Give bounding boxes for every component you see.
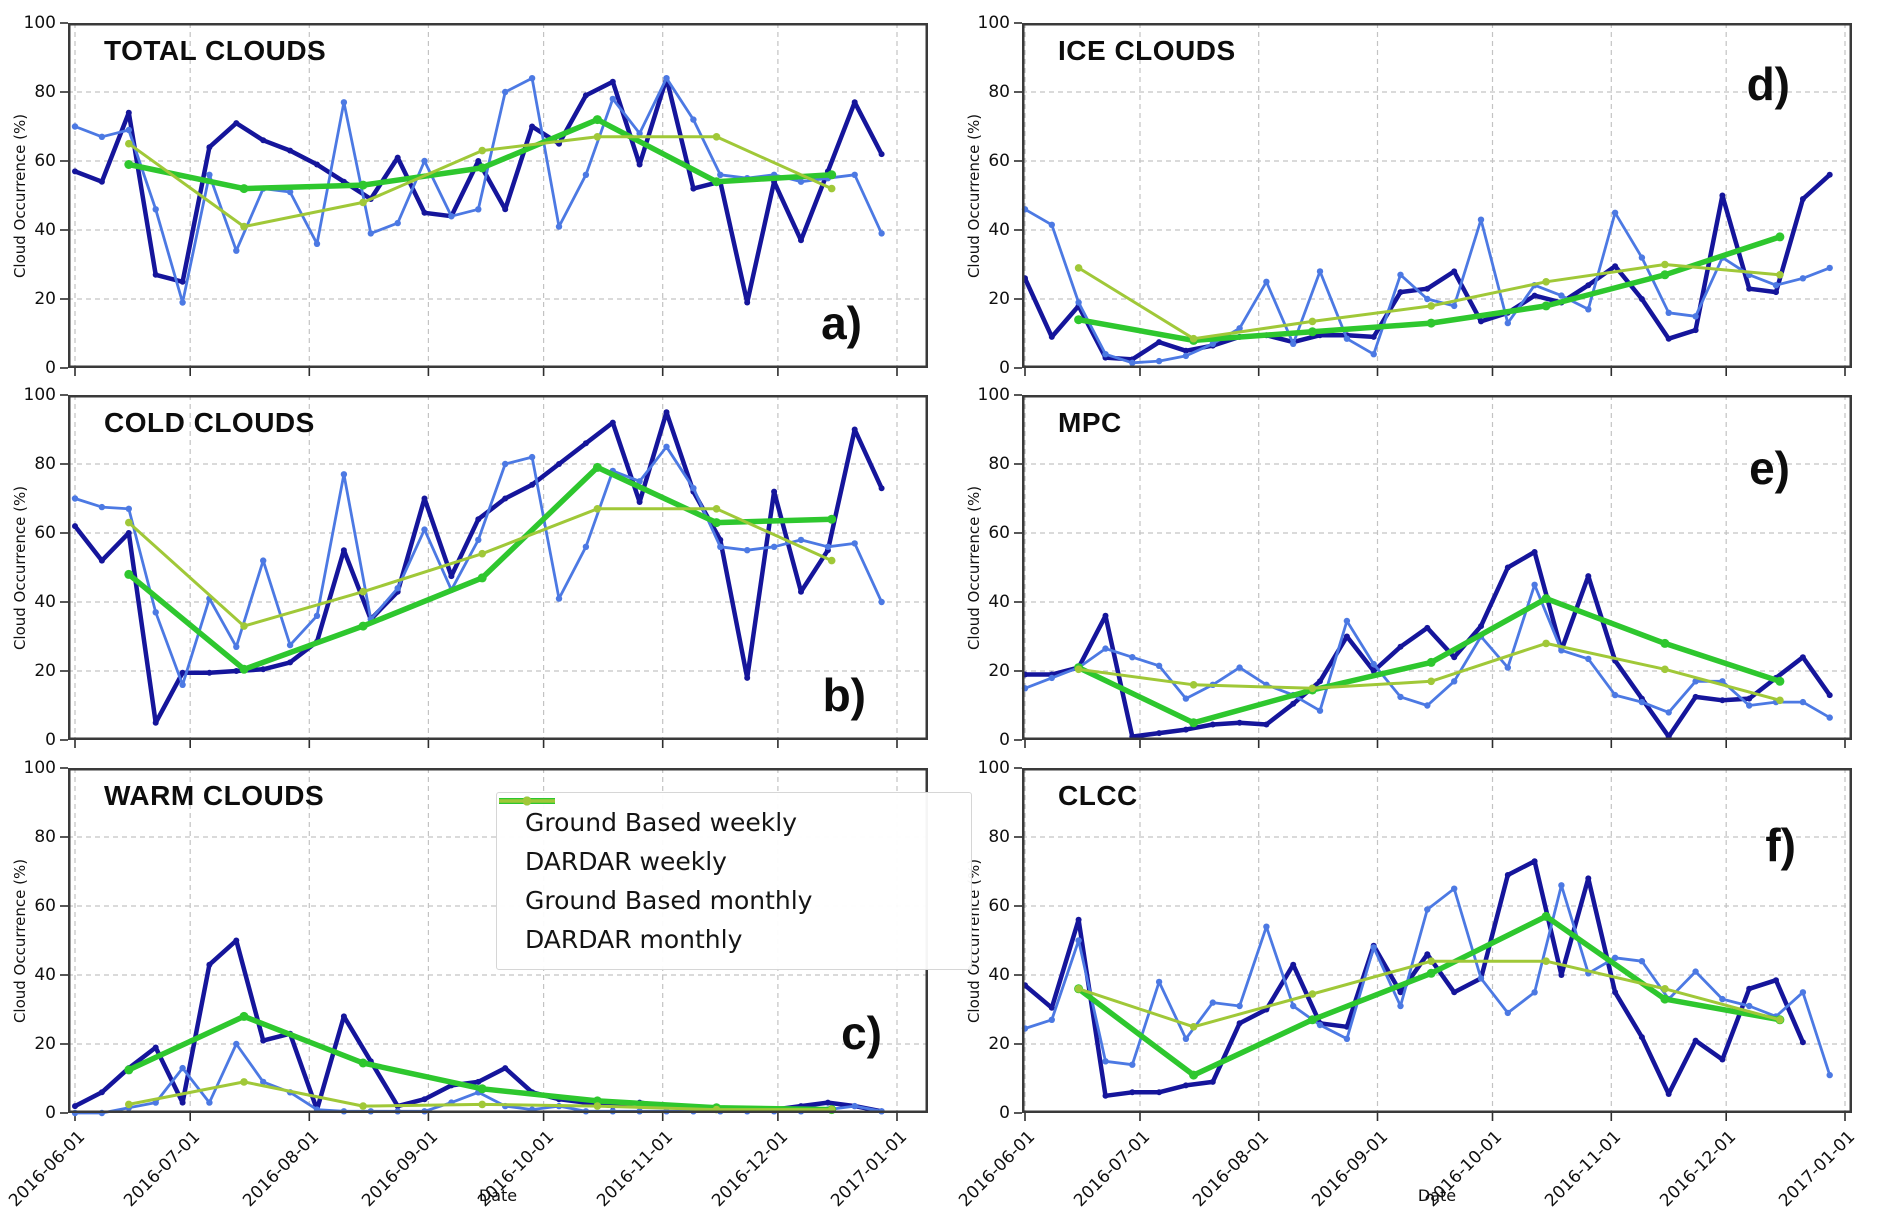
y-tick-label: 100 <box>977 758 1010 778</box>
y-tick-label: 40 <box>34 592 56 612</box>
y-tick-label: 100 <box>23 758 56 778</box>
y-tick-label: 0 <box>45 358 56 378</box>
legend-label: DARDAR monthly <box>525 925 743 954</box>
y-tick-label: 40 <box>988 220 1010 240</box>
x-tick-label: 2016-07-01 <box>120 1127 205 1212</box>
x-tick-label: 2016-09-01 <box>1307 1127 1392 1212</box>
x-tick-label: 2016-08-01 <box>239 1127 324 1212</box>
plot-area-total-clouds <box>60 22 928 376</box>
x-tick-label: 2016-07-01 <box>1070 1127 1155 1212</box>
panel-c: WARM CLOUDS c) Ground Based weekly DARDA… <box>60 767 972 1121</box>
y-tick-label: 20 <box>34 661 56 681</box>
legend-label: Ground Based monthly <box>525 886 813 915</box>
legend: Ground Based weekly DARDAR weekly Ground… <box>496 792 972 970</box>
x-axis-label: Date <box>1417 1186 1457 1205</box>
y-tick-label: 100 <box>977 385 1010 405</box>
panel-title: ICE CLOUDS <box>1058 35 1236 66</box>
x-tick-label: 2016-11-01 <box>592 1127 677 1212</box>
plot-area-clcc <box>1014 767 1852 1121</box>
y-tick-label: 60 <box>34 523 56 543</box>
y-tick-label: 100 <box>23 13 56 33</box>
y-axis-label: Cloud Occurrence (%) <box>11 858 29 1023</box>
panel-title: CLCC <box>1058 780 1138 811</box>
y-tick-label: 100 <box>977 13 1010 33</box>
y-tick-label: 0 <box>999 730 1010 750</box>
y-tick-label: 80 <box>988 827 1010 847</box>
y-tick-label: 40 <box>34 220 56 240</box>
panel-b: COLD CLOUDS b) <box>60 394 928 748</box>
panel-letter: c) <box>841 1007 882 1059</box>
panel-a: TOTAL CLOUDS a) <box>60 22 928 376</box>
y-tick-label: 60 <box>988 523 1010 543</box>
y-axis-label: Cloud Occurrence (%) <box>965 485 983 650</box>
y-tick-label: 40 <box>34 965 56 985</box>
y-tick-label: 60 <box>34 896 56 916</box>
y-tick-label: 80 <box>34 454 56 474</box>
y-tick-label: 40 <box>988 592 1010 612</box>
panel-title: COLD CLOUDS <box>104 407 315 438</box>
x-tick-label: 2016-12-01 <box>708 1127 793 1212</box>
plot-area-warm-clouds <box>60 767 928 1121</box>
x-tick-label: 2016-09-01 <box>358 1127 443 1212</box>
panel-title: TOTAL CLOUDS <box>104 35 327 66</box>
y-tick-label: 20 <box>34 1034 56 1054</box>
y-tick-label: 80 <box>988 454 1010 474</box>
legend-label: DARDAR weekly <box>525 847 727 876</box>
panel-title: WARM CLOUDS <box>104 780 325 811</box>
x-tick-label: 2016-06-01 <box>5 1127 90 1212</box>
y-tick-label: 100 <box>23 385 56 405</box>
y-tick-label: 20 <box>34 289 56 309</box>
y-tick-label: 80 <box>988 82 1010 102</box>
x-tick-label: 2016-06-01 <box>955 1127 1040 1212</box>
legend-row: Ground Based monthly <box>499 796 959 920</box>
y-tick-label: 60 <box>988 151 1010 171</box>
y-tick-label: 20 <box>988 661 1010 681</box>
plot-area-cold-clouds <box>60 394 928 748</box>
legend-row: Ground Based weekly <box>499 797 959 842</box>
panel-e: MPC e) <box>1014 394 1852 748</box>
panel-d: ICE CLOUDS d) <box>1014 22 1852 376</box>
x-tick-label: 2017-01-01 <box>1775 1127 1860 1212</box>
panel-letter: a) <box>821 297 862 349</box>
panel-letter: d) <box>1746 58 1790 110</box>
y-tick-label: 60 <box>988 896 1010 916</box>
panel-title: MPC <box>1058 407 1122 438</box>
y-tick-label: 0 <box>999 1103 1010 1123</box>
legend-row: DARDAR monthly <box>499 796 959 959</box>
y-tick-label: 0 <box>45 1103 56 1123</box>
plot-area-ice-clouds <box>1014 22 1852 376</box>
x-axis-label: Date <box>478 1186 518 1205</box>
x-tick-label: 2017-01-01 <box>827 1127 912 1212</box>
y-axis-label: Cloud Occurrence (%) <box>11 113 29 278</box>
x-tick-label: 2016-12-01 <box>1656 1127 1741 1212</box>
y-axis-label: Cloud Occurrence (%) <box>11 485 29 650</box>
x-tick-label: 2016-08-01 <box>1188 1127 1273 1212</box>
y-axis-label: Cloud Occurrence (%) <box>965 113 983 278</box>
panel-letter: b) <box>822 669 866 721</box>
y-tick-label: 0 <box>45 730 56 750</box>
y-tick-label: 80 <box>34 82 56 102</box>
y-tick-label: 20 <box>988 1034 1010 1054</box>
y-tick-label: 0 <box>999 358 1010 378</box>
legend-swatch-dardar-monthly <box>499 796 555 806</box>
panel-letter: f) <box>1765 819 1796 871</box>
y-tick-label: 80 <box>34 827 56 847</box>
y-tick-label: 40 <box>988 965 1010 985</box>
x-tick-label: 2016-11-01 <box>1541 1127 1626 1212</box>
plot-area-mpc <box>1014 394 1852 748</box>
panel-f: CLCC f) <box>1014 767 1852 1121</box>
legend-row: DARDAR weekly <box>499 796 959 881</box>
legend-label: Ground Based weekly <box>525 808 798 837</box>
y-tick-label: 60 <box>34 151 56 171</box>
y-tick-label: 20 <box>988 289 1010 309</box>
panel-letter: e) <box>1749 442 1790 494</box>
